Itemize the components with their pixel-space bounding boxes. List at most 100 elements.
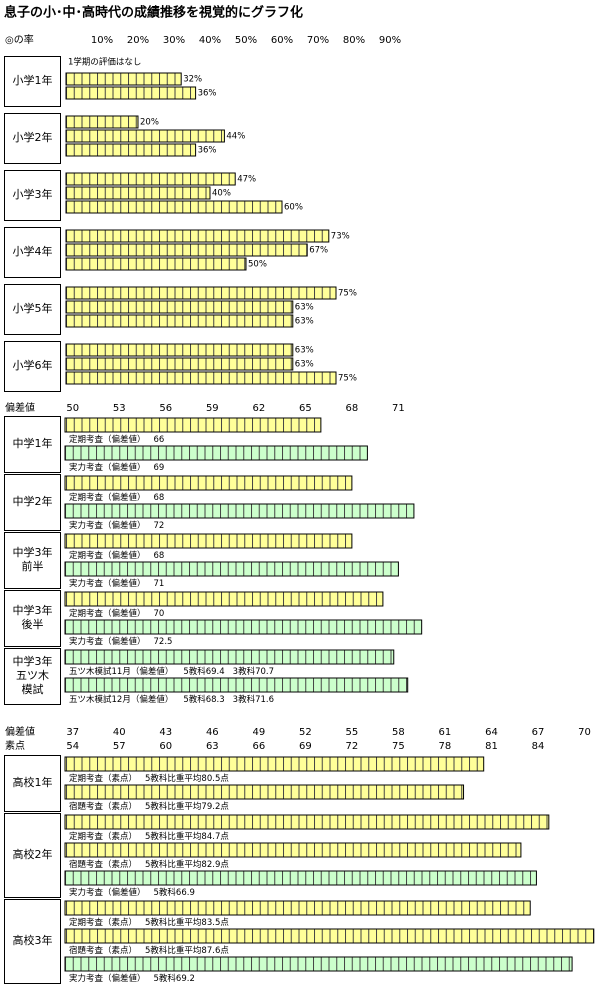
x-tick-label: 68 bbox=[346, 403, 359, 414]
x-tick-label: 50% bbox=[235, 35, 257, 46]
annotation: 1学期の評価はなし bbox=[68, 57, 141, 68]
x-tick-label: 75 bbox=[392, 741, 405, 752]
bar bbox=[64, 503, 415, 519]
bar bbox=[64, 956, 573, 972]
x-tick-label: 52 bbox=[299, 727, 312, 738]
value-label: 63% bbox=[295, 317, 314, 327]
value-label: 60% bbox=[284, 203, 303, 213]
bar bbox=[64, 928, 595, 944]
bar-name: 五ツ木模試11月（偏差値） bbox=[69, 666, 173, 677]
group-label: 小学3年 bbox=[13, 187, 53, 201]
bar-label: 宿題考査（素点） 5教科比重平均87.6点 bbox=[69, 945, 229, 956]
bar-name: 実力考査（偏差値） bbox=[69, 462, 146, 473]
axis-label: 偏差値 bbox=[5, 401, 35, 414]
bar-name: 実力考査（偏差値） bbox=[69, 887, 146, 898]
value-label: 5教科比重平均79.2点 bbox=[145, 801, 229, 812]
bar-name: 定期考査（素点） bbox=[69, 917, 137, 928]
axis-label: 偏差値 bbox=[5, 725, 35, 738]
x-tick-label: 40 bbox=[113, 727, 126, 738]
bar bbox=[64, 677, 409, 693]
group-label: 高校1年 bbox=[13, 775, 53, 789]
x-tick-label: 61 bbox=[439, 727, 452, 738]
x-tick-label: 70 bbox=[578, 727, 591, 738]
value-label: 63% bbox=[295, 360, 314, 370]
x-tick-label: 72 bbox=[346, 741, 359, 752]
value-label: 63% bbox=[295, 303, 314, 313]
bar bbox=[64, 649, 395, 665]
value-label: 20% bbox=[140, 118, 159, 128]
bar-label: 宿題考査（素点） 5教科比重平均79.2点 bbox=[69, 801, 229, 812]
group-label: 五ツ木 bbox=[16, 669, 49, 682]
bar bbox=[65, 143, 197, 157]
bar-name: 定期考査（素点） bbox=[69, 831, 137, 842]
group-box bbox=[4, 590, 61, 647]
value-label: 5教科69.2 bbox=[154, 973, 195, 984]
x-tick-label: 20% bbox=[127, 35, 149, 46]
x-tick-label: 69 bbox=[299, 741, 312, 752]
bar bbox=[65, 172, 236, 186]
value-label: 72.5 bbox=[154, 637, 173, 647]
value-label: 3教科71.6 bbox=[233, 694, 274, 705]
value-label: 36% bbox=[198, 146, 217, 156]
bar bbox=[65, 343, 294, 357]
value-label: 70 bbox=[154, 609, 165, 619]
x-tick-label: 80% bbox=[343, 35, 365, 46]
x-tick-label: 50 bbox=[66, 403, 79, 414]
bar bbox=[65, 314, 294, 328]
x-tick-label: 49 bbox=[252, 727, 265, 738]
x-tick-label: 58 bbox=[392, 727, 405, 738]
bar-name: 宿題考査（素点） bbox=[69, 945, 137, 956]
value-label: 71 bbox=[154, 579, 165, 589]
bar-name: 実力考査（偏差値） bbox=[69, 520, 146, 531]
bar-label: 五ツ木模試11月（偏差値） 5教科69.4 3教科70.7 bbox=[69, 666, 274, 677]
bar bbox=[64, 870, 537, 886]
group-label: 小学1年 bbox=[13, 73, 53, 87]
group-label: 小学4年 bbox=[13, 244, 53, 258]
bar bbox=[64, 475, 353, 491]
x-tick-label: 62 bbox=[252, 403, 265, 414]
bar bbox=[64, 900, 531, 916]
bar-name: 定期考査（偏差値） bbox=[69, 608, 146, 619]
x-tick-label: 57 bbox=[113, 741, 126, 752]
group-box bbox=[4, 813, 61, 898]
x-tick-label: 30% bbox=[163, 35, 185, 46]
group-label: 小学2年 bbox=[13, 130, 53, 144]
bar-name: 五ツ木模試12月（偏差値） bbox=[69, 694, 173, 705]
group-label: 高校3年 bbox=[13, 933, 53, 947]
bar-label: 定期考査（素点） 5教科比重平均84.7点 bbox=[69, 831, 229, 842]
group-box bbox=[4, 532, 61, 589]
bar-label: 定期考査（素点） 5教科比重平均80.5点 bbox=[69, 773, 229, 784]
group-box bbox=[4, 416, 61, 473]
bar-label: 実力考査（偏差値） 72 bbox=[69, 520, 164, 531]
bar-label: 定期考査（偏差値） 68 bbox=[69, 550, 164, 561]
bar-label: 定期考査（偏差値） 70 bbox=[69, 608, 164, 619]
x-tick-label: 81 bbox=[485, 741, 498, 752]
x-tick-label: 67 bbox=[532, 727, 545, 738]
value-label: 40% bbox=[212, 189, 231, 199]
bar bbox=[64, 445, 368, 461]
value-label: 73% bbox=[331, 232, 350, 242]
value-label: 36% bbox=[198, 89, 217, 99]
bar-label: 定期考査（偏差値） 68 bbox=[69, 492, 164, 503]
value-label: 67% bbox=[309, 246, 328, 256]
bar-name: 実力考査（偏差値） bbox=[69, 636, 146, 647]
bar-label: 五ツ木模試12月（偏差値） 5教科68.3 3教科71.6 bbox=[69, 694, 274, 705]
bar-name: 実力考査（偏差値） bbox=[69, 578, 146, 589]
bar bbox=[65, 86, 197, 100]
value-label: 68 bbox=[154, 493, 165, 503]
bar bbox=[65, 186, 211, 200]
x-tick-label: 78 bbox=[439, 741, 452, 752]
group-box bbox=[4, 170, 61, 221]
bar-name: 定期考査（偏差値） bbox=[69, 550, 146, 561]
value-label: 75% bbox=[338, 374, 357, 384]
x-tick-label: 59 bbox=[206, 403, 219, 414]
value-label: 47% bbox=[237, 175, 256, 185]
value-label: 66 bbox=[154, 435, 165, 445]
bar bbox=[65, 115, 139, 129]
value-label: 72 bbox=[154, 521, 165, 531]
group-label: 中学1年 bbox=[13, 436, 53, 450]
x-tick-label: 10% bbox=[91, 35, 113, 46]
x-tick-label: 70% bbox=[307, 35, 329, 46]
